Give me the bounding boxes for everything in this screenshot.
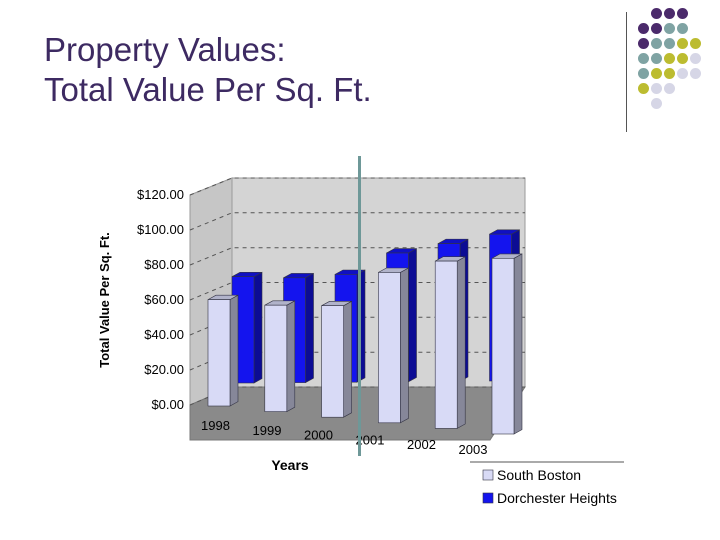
bar-south-boston-1999 [264,300,296,413]
decorative-dot [664,53,675,64]
x-tick-label: 2000 [304,428,333,443]
slide-title: Property Values: Total Value Per Sq. Ft. [44,30,372,110]
decorative-dot [690,68,701,79]
decorative-dot [638,68,649,79]
decorative-dot [677,23,688,34]
bar-front-face [264,304,288,412]
x-tick-label: 2001 [356,432,385,447]
bar-south-boston-2002 [434,256,466,429]
gridline [189,177,525,196]
decorative-dot [651,8,662,19]
decorative-dot [664,83,675,94]
decorative-dot [651,38,662,49]
bar-side-face [305,272,314,384]
decorative-dot [638,53,649,64]
slide-title-line-2: Total Value Per Sq. Ft. [44,71,372,108]
y-tick-label: $0.00 [151,397,184,412]
bar-side-face [408,248,417,383]
decorative-dot [638,38,649,49]
bar-side-face [400,267,409,424]
y-tick-label: $20.00 [144,362,184,377]
gridline [189,316,525,336]
decorative-dot [664,8,675,19]
legend-label: Dorchester Heights [497,490,617,506]
bar-south-boston-2000 [321,300,352,418]
decorative-divider [626,12,627,132]
decorative-vertical-bar [358,156,361,456]
decorative-dot [677,68,688,79]
x-tick-label: 2002 [407,437,436,452]
x-axis-title: Years [271,457,309,473]
legend-swatch [482,492,494,504]
decorative-dot [651,98,662,109]
bar-front-face [378,272,401,424]
bar-side-face [286,300,296,413]
decorative-dot [690,38,701,49]
x-tick-label: 1998 [201,418,230,433]
y-tick-label: $100.00 [137,222,184,237]
gridline [189,212,525,231]
gridline [189,351,525,371]
y-axis-title: Total Value Per Sq. Ft. [97,232,112,368]
decorative-dot-grid [638,8,718,128]
gridline [189,247,525,266]
decorative-dot [677,38,688,49]
x-tick-label: 2003 [459,442,488,457]
decorative-dot [638,83,649,94]
bar-side-face [513,253,523,435]
y-tick-label: $40.00 [144,327,184,342]
decorative-dot [664,23,675,34]
decorative-dot [651,53,662,64]
decorative-dot [651,23,662,34]
bar-side-face [229,294,239,407]
bar-front-face [207,299,231,407]
legend-swatch [482,469,494,481]
bar-side-face [343,300,352,418]
bar-south-boston-1998 [207,294,239,407]
decorative-dot [651,68,662,79]
decorative-dot [664,38,675,49]
bar-front-face [434,260,458,429]
bar-side-face [456,256,466,429]
decorative-dot [638,23,649,34]
bar-front-face [321,305,344,418]
decorative-dot [651,83,662,94]
decorative-dot [690,53,701,64]
decorative-dot [664,68,675,79]
bar-front-face [491,257,515,435]
legend-label: South Boston [497,467,581,483]
gridline [189,386,525,406]
slide-title-line-1: Property Values: [44,31,286,68]
gridline [189,282,525,301]
bar-south-boston-2003 [491,253,523,435]
decorative-dot [677,53,688,64]
bar-side-face [253,271,263,384]
bar-south-boston-2001 [378,267,409,424]
y-tick-label: $80.00 [144,257,184,272]
decorative-dot [677,8,688,19]
y-tick-label: $60.00 [144,292,184,307]
y-tick-label: $120.00 [137,187,184,202]
x-tick-label: 1999 [253,423,282,438]
